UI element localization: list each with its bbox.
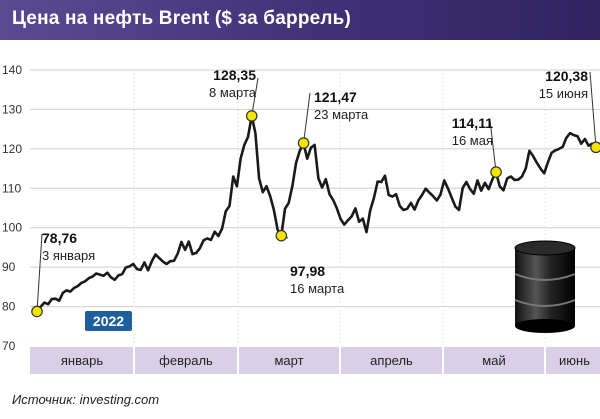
month-label: апрель	[370, 353, 413, 368]
annotation-leader	[36, 233, 43, 312]
y-tick-label: 100	[2, 221, 22, 235]
month-label: март	[274, 353, 303, 368]
year-badge-label: 2022	[93, 313, 124, 329]
annotation-value: 121,47	[314, 89, 357, 105]
barrel-body	[515, 248, 575, 326]
barrel-bottom	[515, 319, 575, 333]
annotation-marker	[490, 166, 502, 178]
month-label: июнь	[559, 353, 590, 368]
month-label: февраль	[159, 353, 213, 368]
annotation-leader	[589, 71, 597, 148]
month-label: май	[482, 353, 505, 368]
y-tick-label: 70	[2, 339, 16, 353]
annotation-date: 8 марта	[209, 85, 257, 100]
barrel-ring	[514, 273, 576, 281]
annotation-date: 16 мая	[452, 133, 493, 148]
y-axis-ticks: 70 80 90 100 110 120 130 140	[2, 63, 22, 353]
y-tick-label: 140	[2, 63, 22, 77]
annotation-date: 3 января	[42, 248, 95, 263]
annotation-date: 23 марта	[314, 107, 369, 122]
chart-title: Цена на нефть Brent ($ за баррель)	[12, 8, 352, 29]
y-tick-label: 120	[2, 142, 22, 156]
barrel-ring	[514, 299, 576, 307]
annotation-value: 78,76	[42, 230, 77, 246]
annotation-labels: 78,76 3 января 128,35 8 марта 97,98 16 марта 1…	[42, 67, 588, 296]
annotation-leader	[303, 92, 311, 144]
annotation-value: 114,11	[452, 115, 493, 131]
price-line	[35, 114, 597, 313]
month-band-bg	[30, 347, 600, 374]
annotation-marker	[31, 305, 43, 318]
y-tick-label: 90	[2, 260, 16, 274]
source-note: Источник: investing.com	[12, 392, 159, 407]
source-text: investing.com	[79, 392, 160, 407]
annotation-value: 128,35	[213, 67, 256, 83]
barrel-top	[514, 240, 576, 256]
source-label: Источник:	[12, 392, 76, 407]
y-tick-label: 110	[2, 181, 21, 195]
chart-header: Цена на нефть Brent ($ за баррель)	[0, 0, 600, 40]
month-band: январь февраль март апрель май июнь	[30, 347, 600, 374]
year-badge-bg	[85, 311, 132, 331]
oil-barrel-icon	[514, 240, 576, 333]
price-line-group	[35, 114, 597, 313]
annotation-date: 15 июня	[539, 86, 588, 101]
month-label: январь	[61, 353, 103, 368]
annotation-marker	[590, 141, 600, 154]
annotation-marker	[275, 229, 288, 242]
annotation-marker	[245, 110, 258, 122]
annotation-marker	[297, 137, 310, 149]
year-badge: 2022	[85, 311, 132, 331]
annotation-leader	[251, 77, 259, 117]
annotation-value: 120,38	[545, 68, 588, 84]
annotation-date: 16 марта	[290, 281, 345, 296]
annotation-leader	[489, 119, 497, 173]
annotation-value: 97,98	[290, 263, 325, 279]
y-tick-label: 80	[2, 300, 16, 314]
y-tick-label: 130	[2, 102, 22, 116]
annotation-markers	[31, 110, 600, 318]
